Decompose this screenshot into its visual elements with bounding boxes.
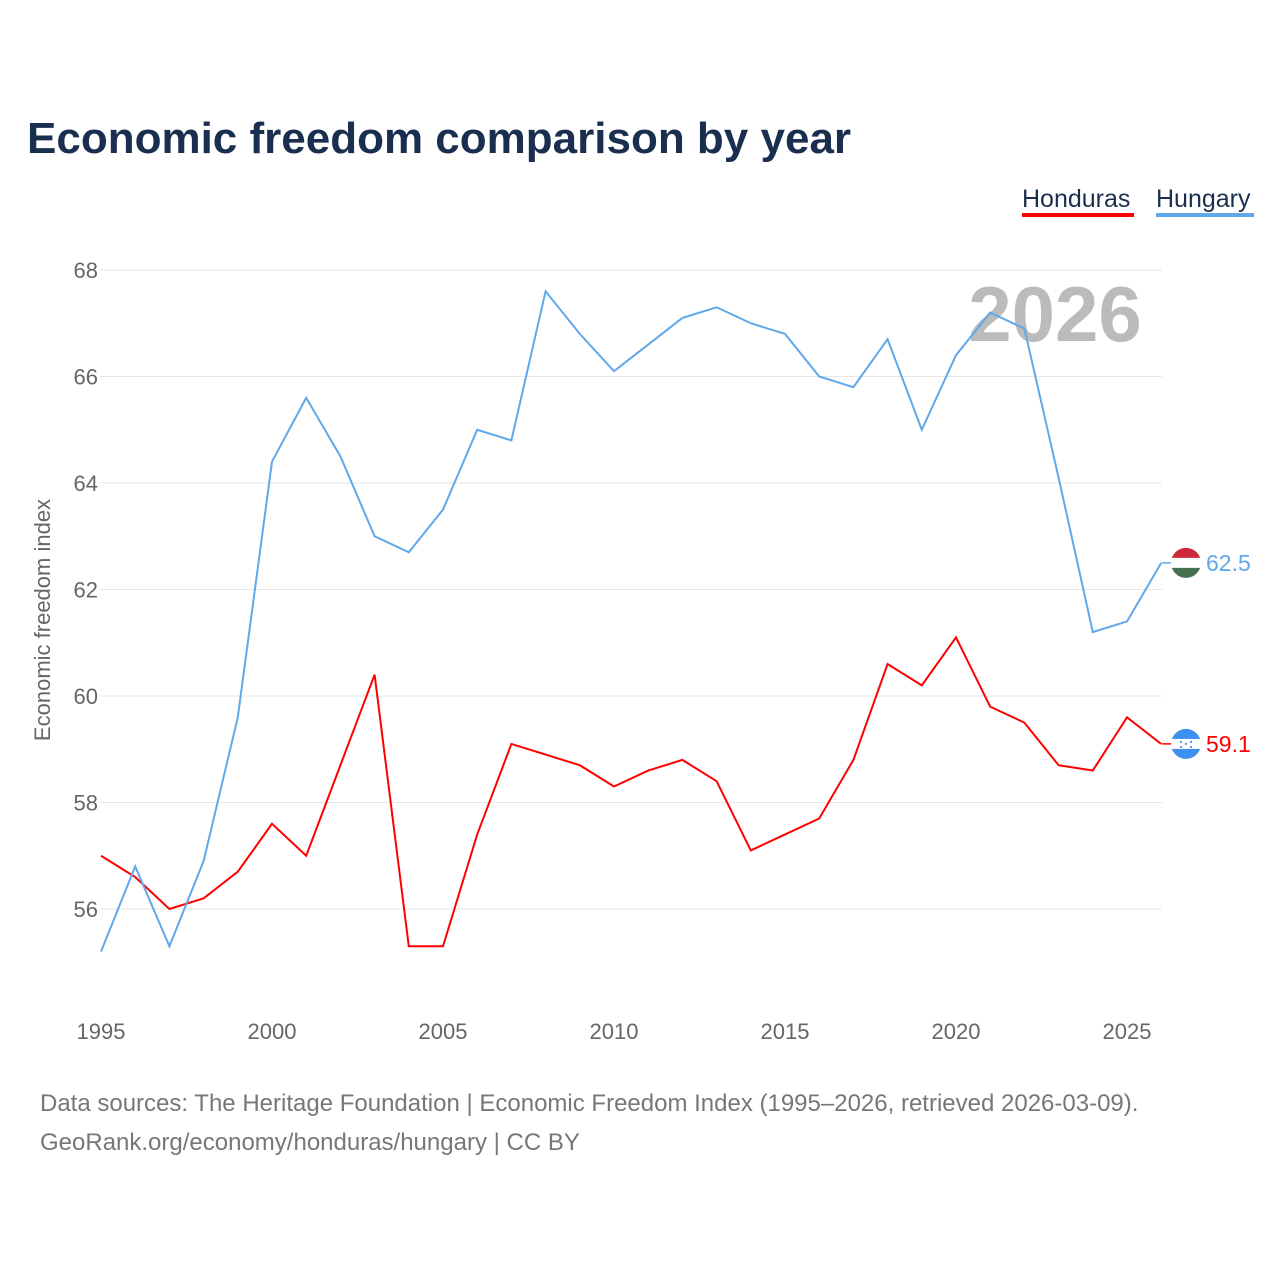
y-tick-label: 62: [74, 578, 98, 603]
x-tick-label: 2020: [932, 1019, 981, 1044]
x-tick-label: 2000: [248, 1019, 297, 1044]
hungary-flag-icon: [1171, 547, 1201, 578]
end-value-label: 59.1: [1206, 731, 1251, 757]
y-tick-label: 58: [74, 791, 98, 816]
gridlines: 56 58 60 62 64 66 68 1995 2000 2005 2010 2015 2020 20…: [74, 258, 1162, 1044]
honduras-flag-icon: [1171, 728, 1201, 759]
y-tick-label: 64: [74, 471, 98, 496]
y-tick-label: 66: [74, 365, 98, 390]
legend-label: Honduras: [1022, 185, 1130, 213]
legend-item-honduras[interactable]: Honduras: [1022, 185, 1134, 217]
legend-label: Hungary: [1156, 185, 1251, 213]
source-url: GeoRank.org/economy/honduras/hungary | C…: [40, 1129, 580, 1156]
x-tick-label: 1995: [77, 1019, 126, 1044]
series-line-honduras: [100, 635, 1162, 948]
end-labels: 59.1 62.5: [1162, 547, 1251, 759]
series-line-hungary: [100, 289, 1163, 952]
y-tick-label: 68: [74, 258, 98, 283]
x-tick-label: 2025: [1103, 1019, 1152, 1044]
legend: Honduras Hungary: [1022, 185, 1254, 217]
x-tick-label: 2010: [590, 1019, 639, 1044]
y-axis-label: Economic freedom index: [30, 499, 55, 741]
end-value-label: 62.5: [1206, 550, 1251, 576]
chart-title: Economic freedom comparison by year: [27, 114, 851, 163]
y-tick-label: 60: [74, 684, 98, 709]
x-tick-label: 2015: [761, 1019, 810, 1044]
data-source: Data sources: The Heritage Foundation | …: [40, 1090, 1138, 1117]
year-watermark: 2026: [968, 270, 1142, 358]
x-tick-label: 2005: [419, 1019, 468, 1044]
legend-item-hungary[interactable]: Hungary: [1156, 185, 1254, 217]
series-lines: [100, 289, 1163, 952]
y-tick-label: 56: [74, 897, 98, 922]
legend-swatch: [1156, 213, 1254, 217]
legend-swatch: [1022, 213, 1134, 217]
